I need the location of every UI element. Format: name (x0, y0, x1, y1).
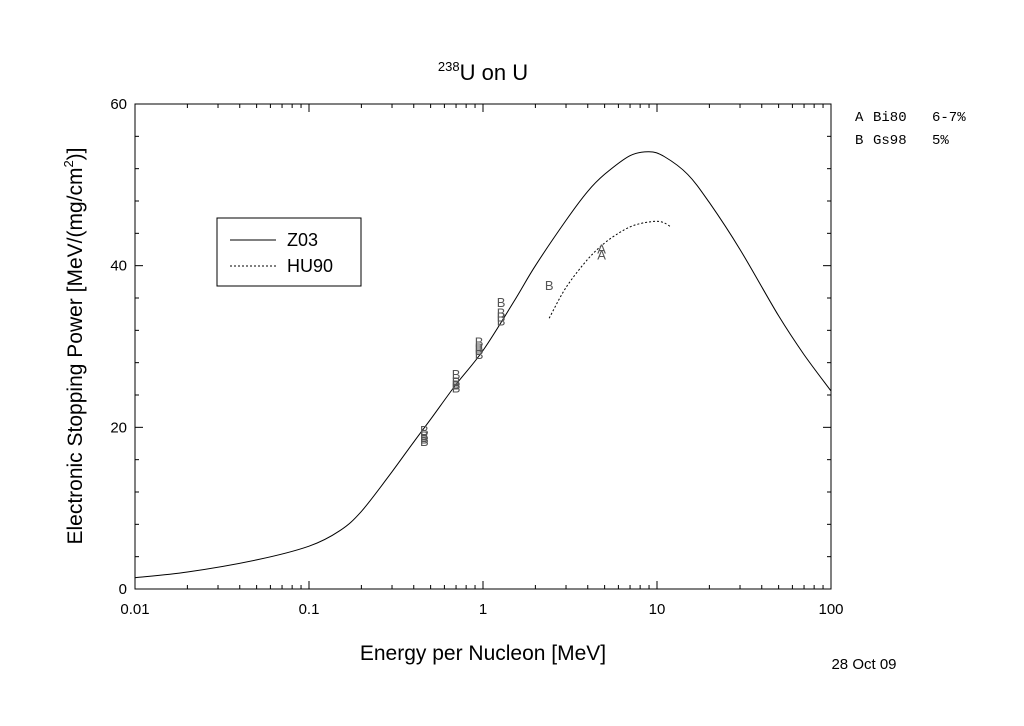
reference-a-name: Bi80 (873, 110, 907, 126)
x-tick-label: 100 (818, 601, 843, 618)
data-point-marker-b: B (475, 343, 484, 358)
y-axis-label: Electronic Stopping Power [MeV/(mg/cm2)] (61, 147, 87, 544)
legend: Z03 HU90 (216, 217, 362, 287)
title-text: U on U (460, 60, 528, 85)
data-point-marker-b: B (420, 428, 429, 443)
data-point-marker-b: B (420, 423, 429, 438)
y-tick-label: 20 (110, 419, 127, 436)
series-layer (134, 151, 832, 579)
y-tick-label: 40 (110, 258, 127, 275)
data-point-marker-b: B (420, 434, 429, 449)
chart-title: 238U on U (438, 59, 528, 85)
x-tick-label: 0.01 (120, 601, 149, 618)
legend-label-hu90: HU90 (287, 256, 333, 276)
reference-a-label: A (855, 110, 864, 126)
x-tick-label: 10 (649, 601, 666, 618)
reference-b-label: B (855, 133, 863, 149)
data-point-marker-b: B (497, 295, 506, 310)
data-point-marker-b: B (452, 381, 461, 396)
legend-box (216, 217, 362, 287)
series-line-hu90 (548, 220, 672, 319)
y-axis-label-suffix: )] (64, 147, 87, 160)
data-point-marker-a: A (597, 247, 606, 262)
legend-label-z03: Z03 (287, 230, 318, 250)
data-point-marker-b: B (497, 310, 506, 325)
data-point-marker-b: B (475, 340, 484, 355)
reference-b-name: Gs98 (873, 133, 907, 149)
y-axis-label-main: Electronic Stopping Power [MeV/(mg/cm (64, 168, 87, 545)
data-point-marker-b: B (452, 367, 461, 382)
data-point-marker-b: B (475, 347, 484, 362)
x-axis-label: Energy per Nucleon [MeV] (360, 642, 606, 665)
x-tick-labels: 0.01 0.1 1 10 100 (120, 601, 843, 618)
data-point-marker-b: B (497, 314, 506, 329)
reference-b-uncertainty: 5% (932, 133, 949, 149)
data-point-marker-b: B (475, 335, 484, 350)
reference-a-uncertainty: 6-7% (932, 110, 966, 126)
x-tick-label: 0.1 (299, 601, 320, 618)
reference-list: A Bi80 6-7% B Gs98 5% (855, 110, 966, 149)
data-point-marker-b: B (452, 377, 461, 392)
y-tick-labels: 0 20 40 60 (110, 96, 127, 598)
reference-a: A Bi80 6-7% (855, 110, 966, 126)
axis-ticks (134, 103, 832, 590)
x-tick-label: 1 (479, 601, 487, 618)
date-stamp: 28 Oct 09 (831, 656, 896, 673)
data-point-marker-b: B (452, 374, 461, 389)
y-tick-label: 60 (110, 96, 127, 113)
data-point-marker-a: A (597, 242, 606, 257)
title-isotope-mass: 238 (438, 59, 460, 74)
data-point-marker-b: B (545, 278, 554, 293)
y-tick-label: 0 (119, 581, 127, 598)
reference-b: B Gs98 5% (855, 133, 949, 149)
series-line-z03 (134, 151, 832, 579)
y-axis-label-superscript: 2 (61, 160, 76, 167)
data-point-marker-b: B (497, 306, 506, 321)
data-point-marker-b: B (420, 432, 429, 447)
